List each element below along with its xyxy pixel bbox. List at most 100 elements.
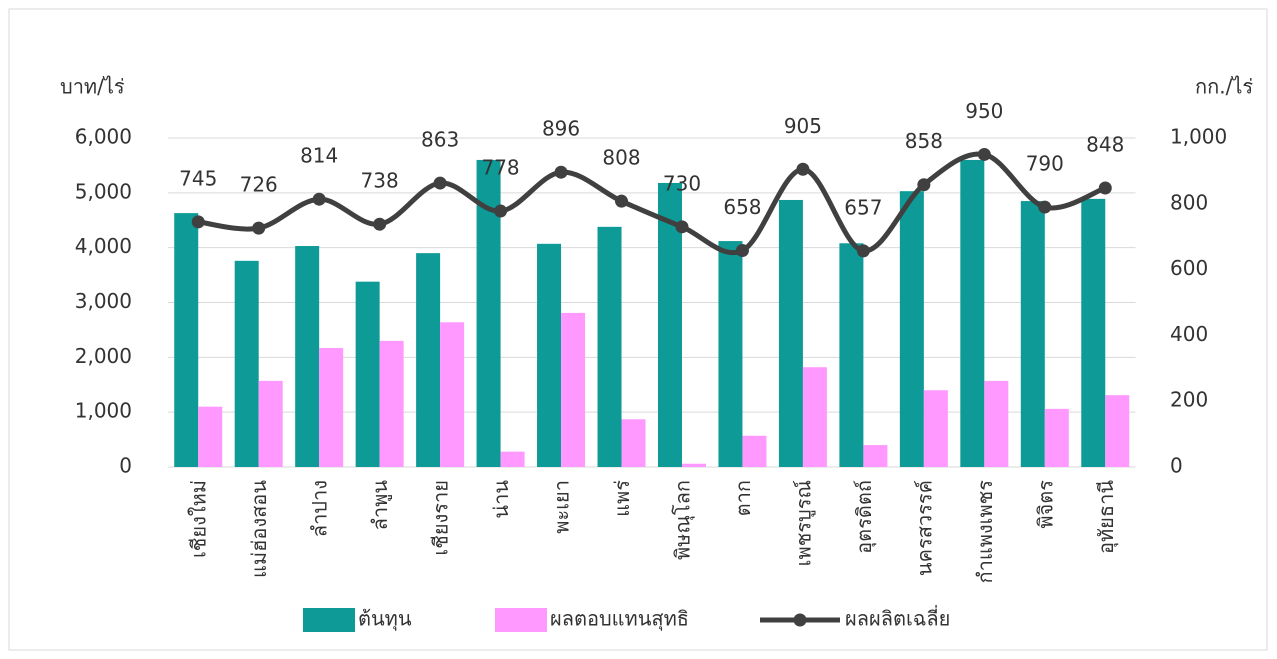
bar: [174, 213, 199, 467]
y2-tick-label: 600: [1170, 256, 1208, 280]
data-label: 896: [542, 117, 580, 141]
x-tick-label: กำแพงเพชร: [973, 480, 997, 584]
y-tick-label: 2,000: [75, 344, 132, 368]
y2-tick-label: 800: [1170, 190, 1208, 214]
y-tick-label: 5,000: [75, 179, 132, 203]
data-label: 808: [602, 146, 640, 170]
bar: [863, 445, 888, 467]
legend-marker: [793, 613, 807, 627]
bar: [537, 243, 562, 467]
data-label: 745: [179, 166, 217, 190]
y2-tick-label: 0: [1170, 454, 1183, 478]
bar: [984, 380, 1009, 467]
legend-label: ผลผลิตเฉลี่ย: [845, 605, 950, 631]
bar: [416, 253, 441, 467]
data-label: 858: [905, 129, 943, 153]
line: [197, 151, 1107, 256]
line-marker: [856, 244, 870, 258]
data-label: 848: [1086, 133, 1124, 157]
line-marker: [917, 178, 931, 192]
data-label: 658: [723, 195, 761, 219]
x-tick-label: นครสวรรค์: [912, 480, 936, 576]
legend-label: ต้นทุน: [358, 607, 412, 632]
bar: [1105, 395, 1130, 467]
x-tick-label: เชียงใหม่: [187, 480, 211, 558]
line-marker: [312, 192, 326, 206]
y2-tick-label: 200: [1170, 388, 1208, 412]
bar: [198, 406, 223, 467]
line-marker: [1038, 200, 1052, 214]
bar: [319, 348, 344, 467]
bar: [500, 451, 525, 467]
y2-axis-title: กก./ไร่: [1195, 75, 1253, 99]
data-label: 730: [663, 171, 701, 195]
bar: [379, 340, 404, 467]
line-marker: [494, 204, 508, 218]
x-tick-label: พิจิตร: [1033, 480, 1057, 529]
x-tick-label: อุตรดิตถ์: [852, 480, 877, 554]
data-label: 790: [1026, 152, 1064, 176]
y-tick-label: 4,000: [75, 234, 132, 258]
bar: [1044, 408, 1069, 467]
bar: [295, 246, 320, 467]
bar: [923, 390, 948, 467]
bar: [597, 226, 622, 467]
line-marker: [373, 217, 387, 231]
bar: [802, 367, 827, 467]
line-marker: [1098, 181, 1112, 195]
line-marker: [615, 194, 629, 208]
legend-swatch: [495, 608, 547, 632]
bar: [258, 380, 283, 467]
bar: [899, 191, 924, 467]
y-axis-title: บาท/ไร่: [60, 75, 125, 99]
data-label: 657: [844, 195, 882, 219]
y2-tick-label: 400: [1170, 322, 1208, 346]
bar: [960, 159, 985, 467]
chart-frame: [8, 8, 1268, 651]
y-tick-label: 0: [119, 454, 132, 478]
bar: [1020, 201, 1045, 467]
bar: [839, 243, 864, 467]
y2-tick-label: 1,000: [1170, 125, 1227, 149]
legend-swatch: [303, 608, 355, 632]
line-marker: [977, 147, 991, 161]
bar: [561, 312, 586, 467]
x-tick-label: ตาก: [731, 480, 755, 516]
line-marker: [433, 176, 447, 190]
x-tick-label: พิษณุโลก: [670, 480, 695, 560]
bar: [1081, 198, 1106, 468]
x-tick-label: ลำพูน: [368, 480, 393, 531]
data-label: 905: [784, 114, 822, 138]
bar: [742, 435, 767, 467]
bar: [440, 322, 465, 467]
x-tick-label: เพชรบูรณ์: [791, 480, 816, 566]
data-label: 726: [240, 173, 278, 197]
legend-label: ผลตอบแทนสุทธิ: [550, 607, 689, 632]
line-marker: [191, 215, 205, 229]
line-marker: [735, 244, 749, 258]
y-tick-label: 3,000: [75, 289, 132, 313]
bar: [234, 260, 259, 467]
bar: [718, 241, 743, 467]
x-tick-label: แม่ฮ่องสอน: [247, 480, 271, 578]
data-label: 778: [481, 156, 519, 180]
y-tick-label: 1,000: [75, 399, 132, 423]
data-label: 814: [300, 144, 338, 168]
line-marker: [675, 220, 689, 234]
x-tick-label: แพร่: [610, 480, 634, 517]
bar: [355, 281, 380, 467]
x-tick-label: น่าน: [489, 480, 513, 519]
bar: [681, 463, 706, 467]
data-label: 863: [421, 128, 459, 152]
bar: [778, 199, 803, 467]
data-label: 950: [965, 99, 1003, 123]
data-label: 738: [361, 169, 399, 193]
line-marker: [796, 162, 810, 176]
y-tick-label: 6,000: [75, 125, 132, 149]
line-marker: [252, 221, 266, 235]
line-marker: [554, 165, 568, 179]
x-tick-label: เชียงราย: [429, 480, 453, 556]
x-tick-label: อุทัยธานี: [1094, 480, 1119, 554]
bar: [621, 419, 646, 467]
